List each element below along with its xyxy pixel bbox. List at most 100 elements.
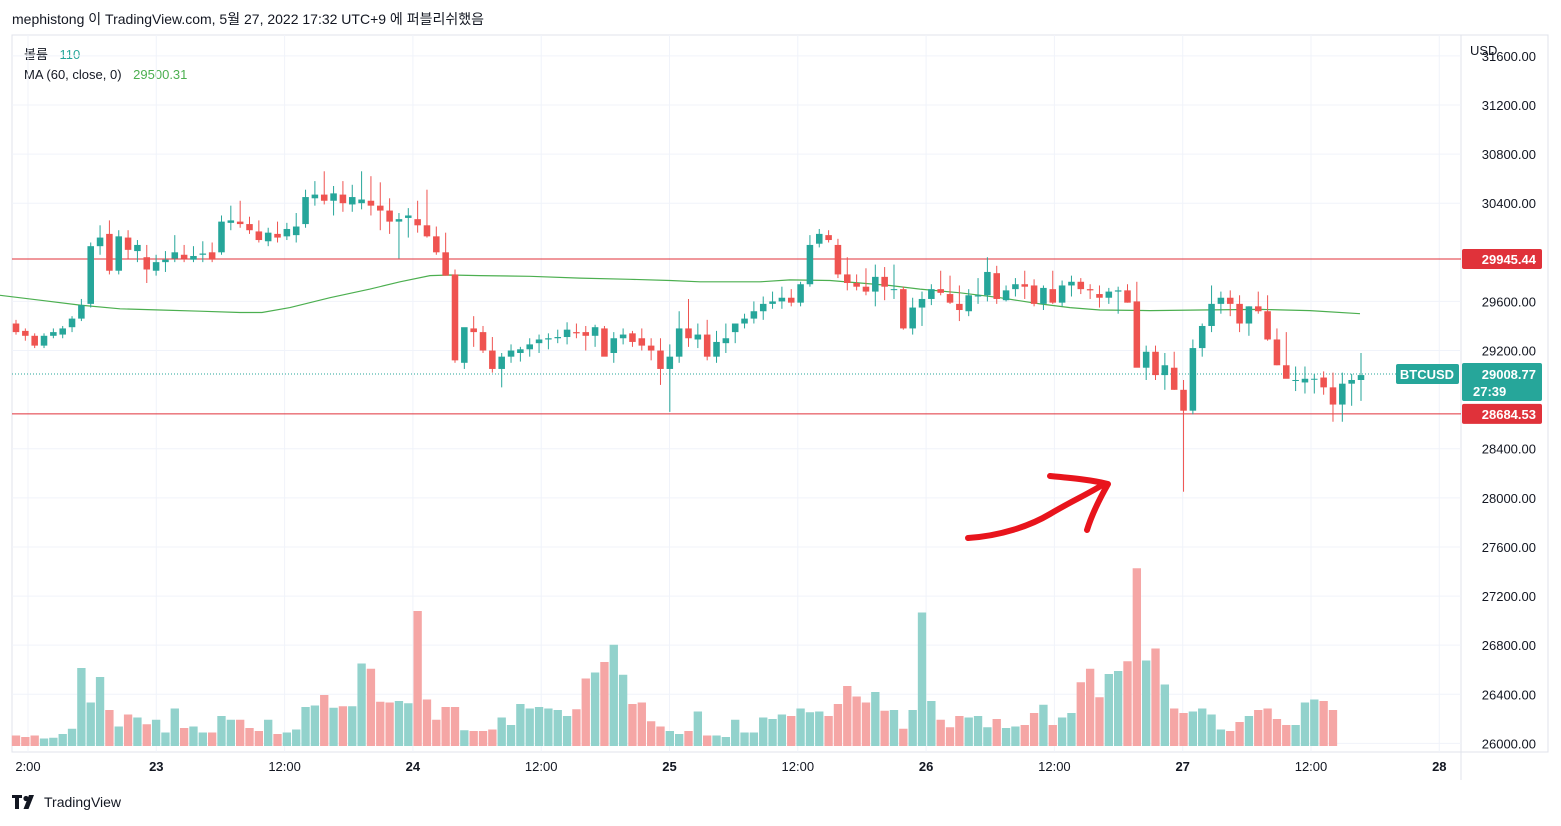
candle-body [461,327,468,363]
candle-body [965,295,972,312]
volume-bar [67,728,77,746]
volume-bar [534,707,544,746]
candle-body [1030,285,1038,304]
candle-body [1357,375,1365,380]
horizontal-lines[interactable] [12,258,1461,415]
currency-label: USD [1470,43,1497,58]
volume-bar [945,727,955,746]
volume-bar [581,678,590,746]
volume-bar [189,726,198,746]
volume-bar [525,708,534,746]
author-name[interactable]: mephistong [12,11,85,27]
candle-body [1329,387,1337,405]
candle-body [479,332,487,351]
candle-body [1264,311,1271,340]
tradingview-logo[interactable]: TradingView [12,794,121,810]
candle-body [629,333,636,342]
candle-body [759,303,767,312]
candle-body [769,301,776,304]
candle-body [1096,294,1103,298]
ma-legend[interactable]: MA (60, close, 0) 29500.31 [24,65,187,85]
candle-body [573,332,580,334]
candle-body [320,194,328,201]
price-tick-label: 29600.00 [1482,294,1536,309]
candles [12,171,1365,492]
volume-bar [1310,699,1319,746]
candle-body [1002,290,1010,301]
time-tick-label: 27 [1175,759,1189,774]
volume-bar [824,716,833,746]
candle-body [143,257,151,270]
time-tick-label: 2:00 [15,759,40,774]
candle-body [657,350,664,369]
volume-bar [142,724,151,746]
volume-bar [1235,722,1244,746]
volume-bar [170,708,179,746]
candle-body [236,221,244,225]
volume-bar [871,692,880,746]
candle-body [22,330,29,336]
volume-bar [133,717,142,746]
volume-bar [207,732,217,746]
volume-bar [1001,728,1011,746]
candle-body [900,289,907,329]
candle-body [928,289,935,299]
volume-bar [1160,684,1170,746]
volume-bar [282,732,292,746]
volume-bar [1216,729,1226,746]
ma-line [0,274,1361,315]
candle-body [853,283,860,287]
legend: 볼륨 110 MA (60, close, 0) 29500.31 [24,45,187,85]
horizontal-line-price-tag [1462,403,1542,424]
time-tick-label: 12:00 [1295,759,1328,774]
volume-bar [1095,697,1104,746]
price-tick-label: 31600.00 [1482,49,1536,64]
candle-body [40,335,48,346]
candle-body [50,332,57,336]
candle-body [825,235,832,241]
volume-bar [366,668,376,746]
candle-body [377,205,384,211]
volume-bar [376,701,385,746]
volume-bar [404,703,413,746]
volume-bar [721,737,731,746]
volume-bar [1132,568,1142,746]
time-tick-label: 26 [919,759,933,774]
candle-body [1189,348,1197,411]
time-tick-label: 23 [149,759,163,774]
volume-legend[interactable]: 볼륨 110 [24,45,187,65]
volume-bar [646,721,656,746]
volume-bar [460,730,469,746]
candle-body [442,252,449,276]
volume-bar [590,672,600,746]
candle-body [675,328,683,357]
candle-body [227,220,235,223]
volume-bar [1123,661,1132,746]
candle-body [1320,377,1327,388]
plot-border [11,34,1549,753]
volume-bar [618,674,628,746]
volume-bar [777,714,787,746]
volume-bar [843,686,852,746]
volume-bar [656,726,665,746]
volume-bar [917,612,927,746]
price-tick-label: 29200.00 [1482,344,1536,359]
price-axis[interactable]: 26000.00 26400.00 26800.00 27200.00 27600.00… [1470,43,1536,751]
volume-bar [338,706,348,746]
price-tick-label: 26800.00 [1482,638,1536,653]
candle-body [358,199,365,204]
candle-body [68,318,76,328]
ma-polyline [0,274,1361,315]
volume-bar [151,719,161,746]
volume-bar [264,719,273,746]
candle-body [722,338,730,344]
publish-text: 이 TradingView.com, 5월 27, 2022 17:32 UTC… [88,11,484,27]
arrow-shaft [965,481,1107,541]
volume-bar [348,706,357,746]
candle-body [489,350,496,369]
candle-body [498,356,505,369]
time-axis[interactable]: 2:00 23 12:00 24 12:00 25 12:00 26 12:00 27 12:00 2… [15,759,1446,774]
volume-bar [768,719,777,746]
volume-bar [562,716,572,746]
